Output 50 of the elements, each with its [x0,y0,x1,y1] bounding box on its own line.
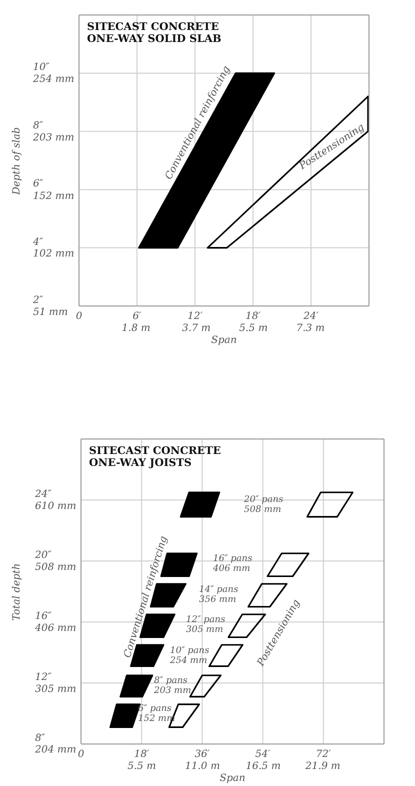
y-tick-label: 12″ [35,672,52,683]
y-tick-label: 24″ [34,489,52,500]
x-tick-label: 54′ [255,749,272,760]
y-tick-label: 6″ [33,178,44,190]
x2-tick-label: 5.5 m [127,761,156,772]
y2-tick-label: 406 mm [34,623,76,634]
y-tick-label: 2″ [32,295,44,306]
y-tick-label: 20″ [34,550,52,561]
y-tick-label: 16″ [35,611,52,622]
y-tick-label: 8″ [35,733,46,744]
y-axis-title: Depth of slab [12,126,22,194]
y-tick-label: 8″ [33,120,44,132]
text: SITECAST CONCRETE ONE-WAY JOISTS [89,445,222,469]
y2-tick-label: 610 mm [35,500,76,512]
x-tick-label: 12′ [188,311,204,322]
x-tick-label: 24′ [302,311,320,322]
annotation: 10″ pans 254 mm [170,646,210,666]
x2-tick-label: 1.8 m [122,323,150,334]
annotation: 8″ pans 203 mm [154,676,192,696]
y2-tick-label: 305 mm [35,684,76,695]
x-tick-label: 36′ [194,749,210,760]
x-tick-label: 0 [78,749,85,760]
x2-tick-label: 5.5 m [239,323,268,334]
annotation: 20″ pans 508 mm [244,495,284,515]
y-tick-label: 4″ [32,236,44,248]
x-axis-title: Span [220,773,246,784]
x-tick-label: 6′ [132,311,142,322]
annotation: 16″ pans 406 mm [213,554,254,574]
y2-tick-label: 51 mm [33,306,68,318]
annotation: 14″ pans 356 mm [199,585,240,605]
x2-tick-label: 7.3 m [296,323,325,334]
x2-tick-label: 16.5 m [246,761,281,772]
annotation: 12″ pans 305 mm [186,615,226,635]
y-tick-label: 10″ [33,62,50,74]
y2-tick-label: 204 mm [34,744,76,756]
text: SITECAST CONCRETE ONE-WAY SOLID SLAB [87,21,222,45]
x-axis-title: Span [211,335,237,346]
y2-tick-label: 254 mm [32,74,74,86]
y-axis-title: Total depth [12,562,22,620]
x-tick-label: 18′ [246,311,262,322]
x2-tick-label: 3.7 m [182,323,211,334]
x-tick-label: 0 [76,311,83,322]
x2-tick-label: 21.9 m [304,761,340,772]
x-tick-label: 72′ [316,749,332,760]
x2-tick-label: 11.0 m [185,761,220,772]
y2-tick-label: 203 mm [32,132,74,144]
y2-tick-label: 508 mm [35,562,76,573]
y2-tick-label: 102 mm [33,248,74,260]
x-tick-label: 18′ [134,749,150,760]
y2-tick-label: 152 mm [33,191,74,202]
